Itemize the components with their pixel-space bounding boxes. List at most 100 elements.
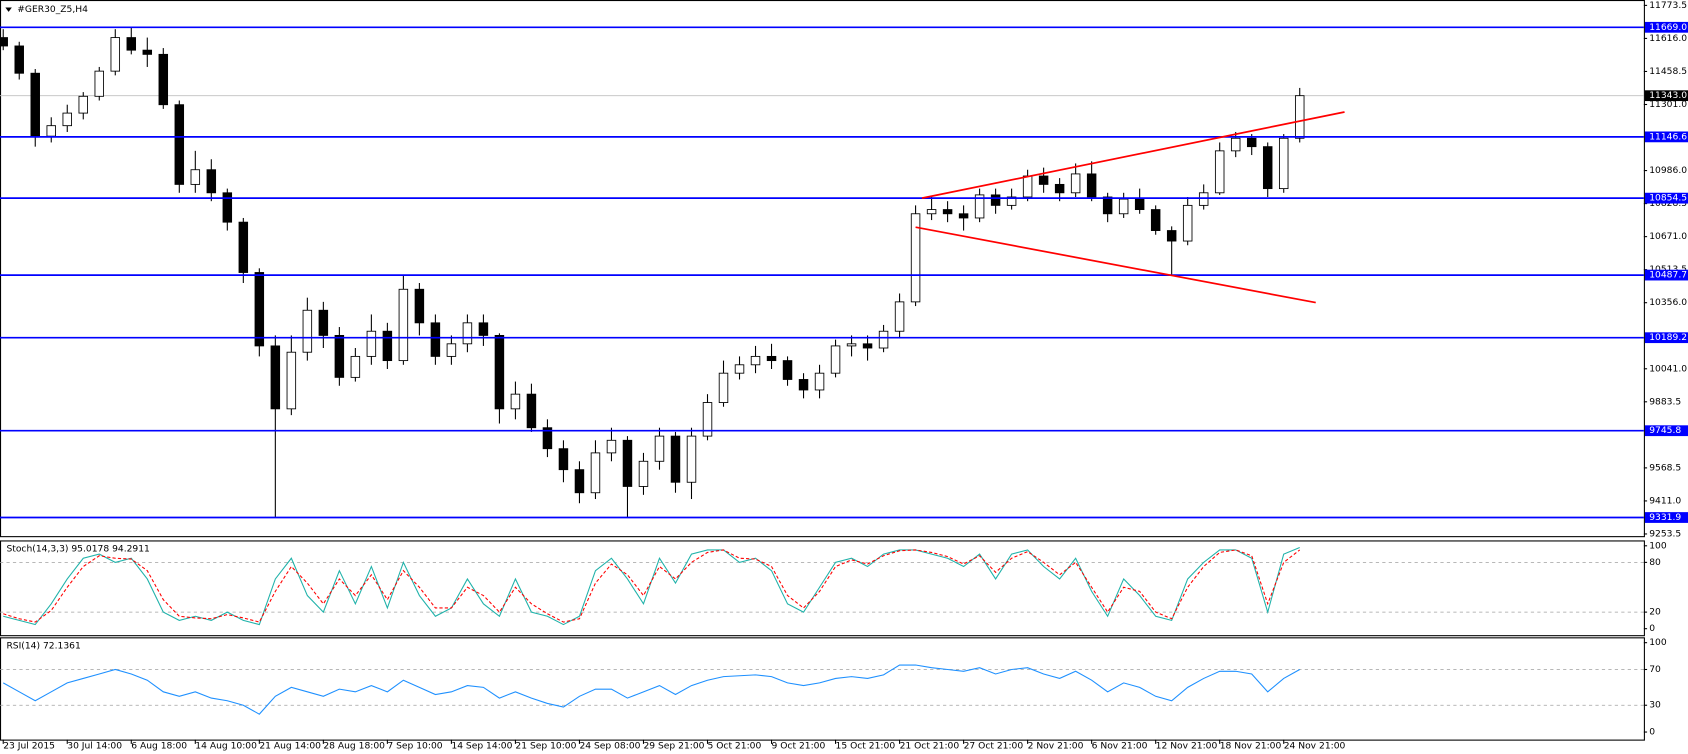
menu-arrow (5, 7, 12, 12)
level-label: 10487.7 (1649, 271, 1687, 281)
candle-body (62, 112, 72, 127)
candle-body (366, 330, 377, 357)
candle-body (238, 221, 249, 273)
candle-body (270, 345, 281, 410)
level-label-box (1644, 512, 1688, 523)
rsi-title: RSI(14) 72.1361 (6, 641, 80, 651)
x-tick-label: 15 Oct 21:00 (836, 742, 896, 752)
candle-body (942, 209, 953, 215)
candle-body (1230, 137, 1241, 152)
y-tick-label: 10828.5 (1649, 199, 1687, 209)
x-tick-label: 18 Nov 21:00 (1220, 742, 1282, 752)
candle-body (190, 169, 201, 185)
x-tick-label: 14 Sep 14:00 (451, 742, 512, 752)
candle-body (302, 309, 313, 353)
candle-body (1054, 183, 1065, 194)
candle-body (94, 70, 105, 97)
y-tick-label: 100 (1649, 638, 1667, 648)
y-tick-label: 9883.5 (1649, 397, 1681, 407)
bid-label-box (1644, 90, 1688, 102)
candle-body (542, 427, 553, 450)
main-panel (0, 0, 1645, 538)
y-tick-label: 20 (1649, 608, 1661, 618)
x-tick-label: 2 Nov 21:00 (1028, 742, 1084, 752)
candle-body (14, 45, 24, 74)
candle-body (878, 330, 889, 349)
candle-body (126, 37, 137, 51)
candle-body (814, 372, 825, 391)
y-tick-label: 9568.5 (1649, 463, 1681, 473)
y-tick-label: 10986.0 (1649, 166, 1687, 176)
candle-body (782, 360, 793, 380)
candle-body (958, 213, 969, 219)
candle-body (510, 393, 521, 410)
candle-body (686, 435, 697, 483)
candle-body (1278, 137, 1289, 190)
candle-body (254, 272, 265, 347)
candle-body (702, 402, 713, 437)
y-tick-label: 0 (1649, 728, 1655, 738)
x-tick-label: 9 Oct 21:00 (772, 742, 826, 752)
candle-body (158, 53, 169, 106)
candle-body (846, 343, 857, 347)
candle-body (174, 104, 185, 185)
x-tick-label: 28 Aug 18:00 (323, 742, 385, 752)
level-label: 9745.8 (1649, 426, 1681, 436)
stoch-panel (0, 540, 1645, 637)
candle-body (110, 37, 121, 72)
candle-body (1262, 146, 1273, 190)
y-tick-label: 70 (1649, 665, 1661, 675)
candle-body (990, 194, 1001, 206)
candle-body (1022, 175, 1033, 198)
trendline (921, 111, 1345, 199)
candle-body (1198, 192, 1209, 206)
candle-body (334, 334, 345, 378)
candle-body (1246, 137, 1257, 148)
candle-body (1070, 173, 1081, 194)
candle-body (430, 322, 441, 357)
x-tick-label: 14 Aug 10:00 (195, 742, 257, 752)
candle-body (718, 372, 729, 403)
candle-body (574, 469, 585, 494)
chart-title: #GER30_Z5,H4 (17, 5, 88, 15)
candle-body (30, 72, 40, 137)
candle-body (526, 393, 537, 429)
candle-body (830, 345, 841, 374)
level-label-box (1644, 425, 1688, 437)
candle-body (1134, 198, 1145, 211)
candle-body (862, 343, 873, 349)
y-tick-label: 30 (1649, 701, 1661, 711)
indicator-line (2, 664, 1300, 715)
candle-body (1214, 150, 1225, 194)
level-label: 11146.6 (1649, 132, 1687, 142)
candle-body (494, 334, 505, 410)
candle-body (894, 301, 905, 332)
candle-body (1294, 95, 1305, 139)
y-tick-label: 11301.0 (1649, 100, 1687, 110)
trendline (915, 226, 1316, 304)
y-tick-label: 9411.0 (1649, 496, 1681, 506)
candle-body (766, 355, 777, 362)
candle-body (798, 379, 809, 391)
candle-body (1038, 175, 1049, 185)
candle-body (1166, 230, 1177, 242)
candle-body (974, 194, 985, 219)
y-tick-label: 11458.5 (1649, 67, 1687, 77)
candle-body (926, 209, 937, 215)
candle-body (750, 355, 761, 366)
x-tick-label: 30 Jul 14:00 (67, 742, 122, 752)
candle-body (382, 330, 393, 362)
level-label-box (1644, 332, 1688, 344)
candle-body (590, 452, 601, 494)
stoch-title: Stoch(14,3,3) 95.0178 94.2911 (6, 545, 149, 555)
candle-body (206, 169, 217, 194)
y-tick-label: 10041.0 (1649, 364, 1687, 374)
candle-body (0, 37, 8, 47)
candle-body (1150, 209, 1161, 231)
candle-body (638, 460, 649, 487)
candle-body (1006, 196, 1017, 206)
candle-body (1182, 204, 1193, 242)
y-tick-label: 11773.5 (1649, 1, 1687, 11)
indicator-line (3, 549, 1301, 623)
x-tick-label: 29 Sep 21:00 (643, 742, 704, 752)
